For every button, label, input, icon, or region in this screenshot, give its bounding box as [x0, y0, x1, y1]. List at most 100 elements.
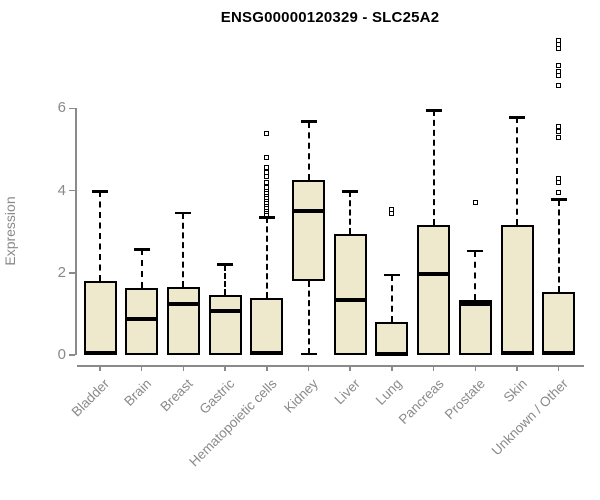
- x-tick: [266, 365, 268, 371]
- box-skin: [500, 225, 534, 355]
- x-tick: [140, 365, 143, 371]
- median-liver: [333, 298, 367, 303]
- median-skin: [500, 351, 534, 356]
- x-tick-label-8: Pancreas: [395, 376, 447, 427]
- x-tick-label-7: Lung: [372, 376, 405, 408]
- x-tick: [474, 365, 477, 371]
- chart-title: ENSG00000120329 - SLC25A2: [220, 9, 440, 26]
- whisker-upper-pancreas: [432, 110, 435, 225]
- whisker-upper-hematopoietic-cells: [265, 217, 268, 299]
- x-axis-line: [77, 365, 584, 367]
- box-kidney: [292, 180, 325, 281]
- median-hematopoietic-cells: [250, 351, 284, 356]
- x-tick: [557, 365, 560, 371]
- whisker-lower-kidney: [307, 281, 310, 354]
- whisker-cap-lower-kidney: [300, 352, 317, 356]
- outlier-unknown-other: [556, 38, 562, 44]
- outlier-hematopoietic-cells: [264, 184, 270, 190]
- whisker-cap-upper-breast: [175, 211, 192, 215]
- y-axis-line: [75, 108, 77, 355]
- whisker-upper-bladder: [99, 191, 101, 282]
- box-bladder: [83, 281, 117, 355]
- box-gastric: [208, 295, 242, 355]
- y-tick: [69, 272, 75, 274]
- whisker-cap-upper-hematopoietic-cells: [258, 216, 275, 219]
- whisker-upper-prostate: [474, 251, 477, 301]
- x-tick: [391, 365, 393, 371]
- whisker-cap-upper-liver: [342, 190, 359, 193]
- whisker-upper-lung: [390, 274, 393, 323]
- x-tick-label-2: Breast: [157, 376, 197, 415]
- x-tick: [224, 365, 226, 371]
- whisker-upper-skin: [516, 117, 518, 226]
- median-pancreas: [417, 272, 451, 277]
- median-gastric: [208, 308, 242, 313]
- outlier-hematopoietic-cells: [264, 165, 270, 171]
- x-tick: [432, 365, 435, 371]
- outlier-unknown-other: [556, 134, 562, 140]
- y-tick: [69, 189, 75, 192]
- y-tick: [69, 107, 75, 110]
- box-lung: [375, 322, 409, 355]
- x-tick-label-10: Skin: [500, 376, 530, 406]
- x-tick: [307, 365, 310, 371]
- whisker-upper-gastric: [224, 264, 227, 296]
- whisker-upper-kidney: [307, 121, 310, 181]
- x-tick: [99, 365, 101, 371]
- outlier-unknown-other: [556, 83, 562, 89]
- whisker-cap-upper-gastric: [217, 263, 234, 266]
- box-breast: [166, 286, 200, 355]
- whisker-cap-upper-bladder: [92, 190, 108, 193]
- whisker-cap-upper-lung: [383, 273, 400, 277]
- median-brain: [125, 317, 159, 322]
- y-tick: [69, 354, 75, 356]
- whisker-upper-unknown-other: [557, 199, 560, 293]
- box-pancreas: [417, 224, 451, 355]
- median-prostate: [458, 301, 492, 306]
- outlier-unknown-other: [556, 190, 562, 196]
- box-hematopoietic-cells: [250, 298, 284, 355]
- outlier-unknown-other: [556, 175, 562, 181]
- whisker-upper-breast: [182, 213, 185, 287]
- outlier-unknown-other: [556, 124, 562, 130]
- whisker-upper-brain: [140, 249, 143, 288]
- x-tick-label-6: Liver: [331, 376, 363, 408]
- outlier-hematopoietic-cells: [264, 155, 270, 161]
- y-tick-label: 4: [57, 181, 66, 199]
- box-brain: [125, 288, 159, 355]
- box-prostate: [458, 300, 492, 355]
- x-tick: [516, 365, 518, 371]
- outlier-unknown-other: [556, 62, 562, 68]
- y-tick-label: 6: [57, 99, 66, 117]
- y-axis-label: Expression: [2, 196, 18, 266]
- x-tick-label-1: Brain: [121, 376, 155, 409]
- y-tick-label: 0: [57, 346, 66, 363]
- whisker-cap-upper-brain: [133, 248, 150, 251]
- median-unknown-other: [542, 351, 576, 356]
- box-unknown-other: [542, 292, 576, 355]
- x-tick: [182, 365, 185, 371]
- outlier-unknown-other: [556, 68, 562, 74]
- median-bladder: [83, 351, 117, 356]
- x-tick-label-5: Kidney: [281, 376, 322, 416]
- outlier-prostate: [472, 200, 478, 206]
- whisker-cap-upper-kidney: [300, 120, 317, 123]
- whisker-cap-upper-skin: [509, 116, 525, 119]
- x-tick-label-0: Bladder: [69, 376, 113, 420]
- x-tick: [349, 365, 351, 371]
- x-tick-label-3: Gastric: [196, 376, 238, 417]
- median-lung: [375, 351, 409, 356]
- whisker-cap-upper-pancreas: [425, 109, 442, 112]
- x-tick-label-11: Unknown / Other: [489, 376, 572, 459]
- outlier-lung: [389, 206, 395, 212]
- outlier-hematopoietic-cells: [264, 179, 270, 185]
- median-kidney: [292, 209, 325, 214]
- whisker-cap-upper-unknown-other: [550, 198, 567, 201]
- median-breast: [166, 301, 200, 306]
- whisker-cap-upper-prostate: [467, 249, 484, 253]
- y-tick-label: 2: [57, 263, 66, 281]
- whisker-upper-liver: [349, 191, 352, 234]
- box-liver: [333, 233, 367, 355]
- x-tick-label-9: Prostate: [441, 376, 488, 423]
